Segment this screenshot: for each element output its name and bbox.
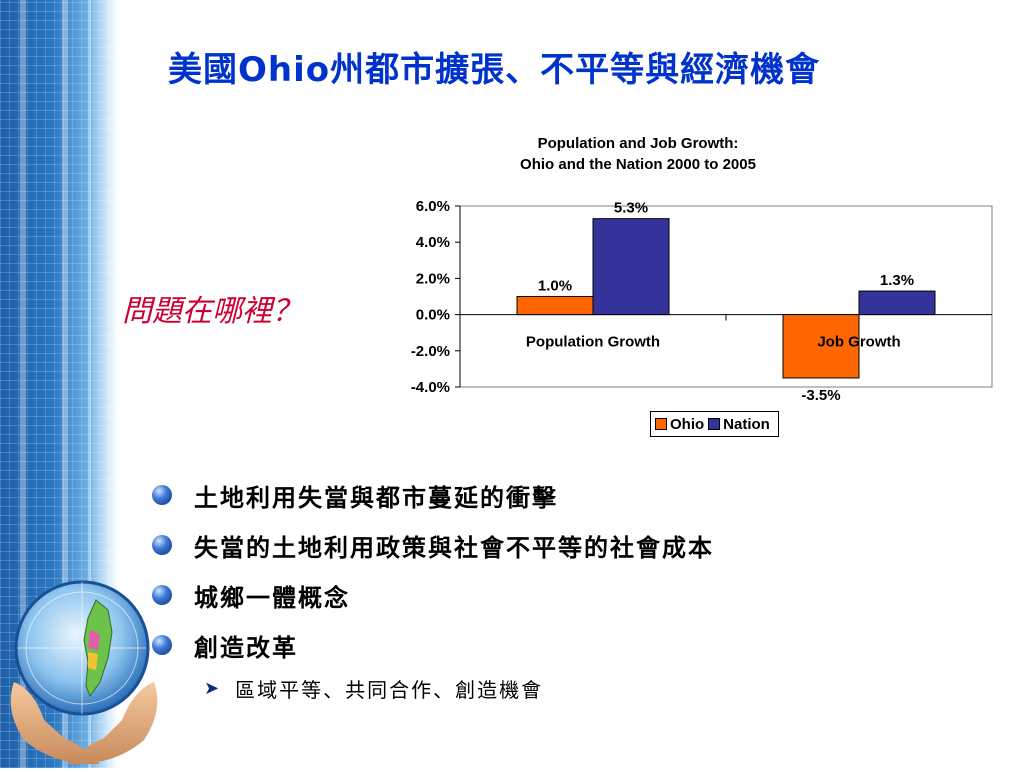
legend-item-ohio: Ohio <box>655 416 704 433</box>
globe-hands-logo-icon <box>4 570 194 768</box>
chart-legend: Ohio Nation <box>650 411 779 437</box>
bullet-text: 城鄉一體概念 <box>194 582 350 612</box>
bullet-ball-icon <box>152 585 172 605</box>
bullet-item: 土地利用失當與都市蔓延的衝擊 <box>152 470 714 520</box>
legend-item-nation: Nation <box>708 416 770 433</box>
chart-title: Population and Job Growth: Ohio and the … <box>488 133 788 175</box>
bullet-ball-icon <box>152 535 172 555</box>
y-tick-label: -2.0% <box>411 343 450 360</box>
bullet-item: 城鄉一體概念 <box>152 570 714 620</box>
bar-ohio <box>782 314 860 379</box>
sub-bullet-text: 區域平等、共同合作、創造機會 <box>235 677 544 702</box>
bullet-text: 土地利用失當與都市蔓延的衝擊 <box>194 482 558 512</box>
category-label: Population Growth <box>526 334 660 351</box>
y-tick-label: 4.0% <box>416 234 450 251</box>
data-label: 5.3% <box>614 200 648 217</box>
legend-label-ohio: Ohio <box>670 415 705 433</box>
y-tick-label: 2.0% <box>416 270 450 287</box>
sub-bullet-item: ➤ 區域平等、共同合作、創造機會 <box>204 670 714 706</box>
bar-nation <box>592 218 670 316</box>
y-tick-label: 6.0% <box>416 198 450 215</box>
data-label: -3.5% <box>801 387 840 404</box>
arrow-bullet-icon: ➤ <box>204 677 222 699</box>
bullet-text: 創造改革 <box>194 632 298 662</box>
bullet-ball-icon <box>152 635 172 655</box>
legend-swatch-nation <box>708 418 721 430</box>
y-tick-label: 0.0% <box>416 307 450 324</box>
y-tick-label: -4.0% <box>411 379 450 396</box>
bullet-text: 失當的土地利用政策與社會不平等的社會成本 <box>194 532 714 562</box>
chart-title-line2: Ohio and the Nation 2000 to 2005 <box>520 156 756 173</box>
data-label: 1.0% <box>538 278 572 295</box>
bar-nation <box>858 290 936 316</box>
legend-label-nation: Nation <box>723 415 770 433</box>
data-label: 1.3% <box>880 272 914 289</box>
bullet-list: 土地利用失當與都市蔓延的衝擊 失當的土地利用政策與社會不平等的社會成本 城鄉一體… <box>152 470 714 706</box>
slide-title: 美國Ohio州都市擴張、不平等與經濟機會 <box>168 50 821 90</box>
bullet-item: 創造改革 <box>152 620 714 670</box>
legend-swatch-ohio <box>655 418 667 430</box>
category-label: Job Growth <box>817 334 900 351</box>
chart-title-line1: Population and Job Growth: <box>537 135 739 152</box>
question-text: 問題在哪裡？ <box>122 294 302 329</box>
bullet-item: 失當的土地利用政策與社會不平等的社會成本 <box>152 520 714 570</box>
bullet-ball-icon <box>152 485 172 505</box>
bar-ohio <box>516 296 594 316</box>
